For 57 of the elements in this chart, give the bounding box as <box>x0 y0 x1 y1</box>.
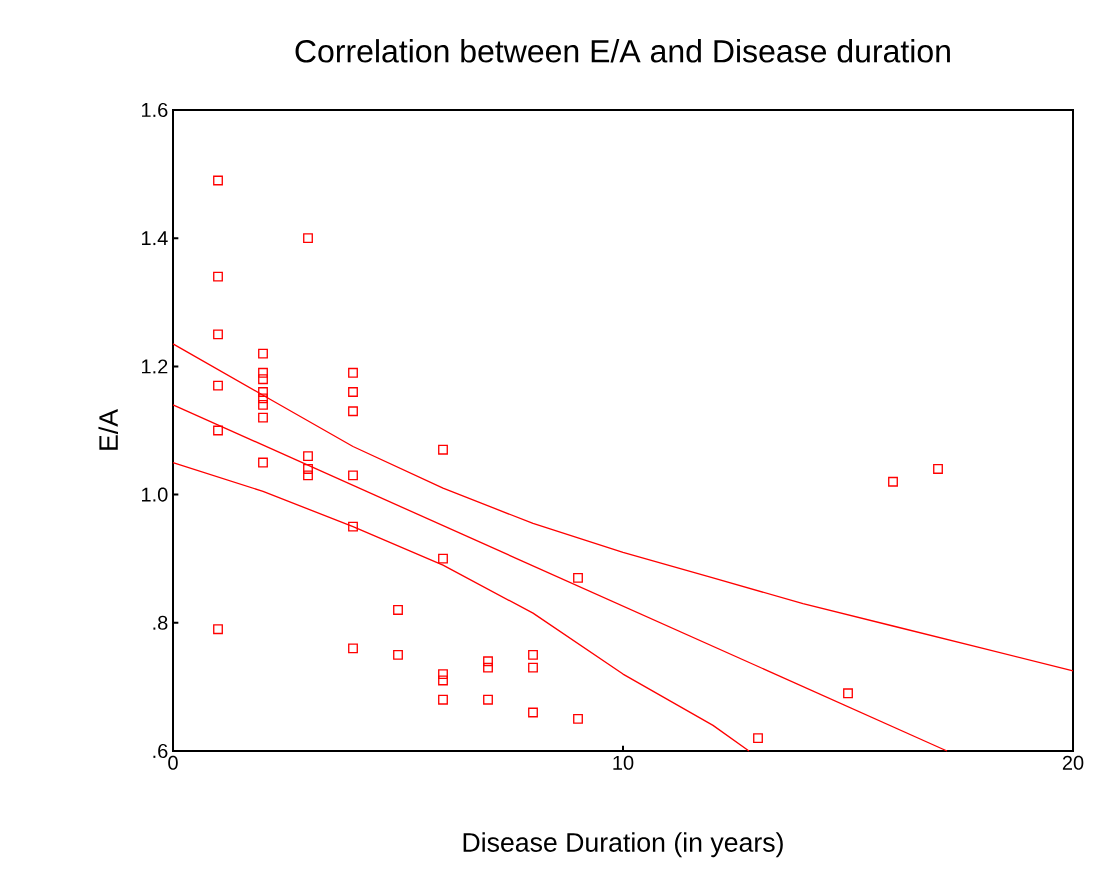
point <box>348 643 358 654</box>
point <box>528 707 538 718</box>
point <box>213 175 223 186</box>
point <box>213 425 223 436</box>
point <box>438 669 448 679</box>
point <box>303 470 313 481</box>
point <box>573 572 583 583</box>
point <box>258 387 268 397</box>
point <box>258 399 268 410</box>
point <box>348 521 358 532</box>
chart-title: Correlation between E/A and Disease duration <box>295 39 950 63</box>
point <box>303 233 313 244</box>
point <box>303 451 313 462</box>
point <box>348 367 358 378</box>
point <box>528 649 538 660</box>
point <box>438 694 448 705</box>
point <box>213 329 223 340</box>
y-tick-label: 1.4 <box>142 231 168 246</box>
point <box>213 380 223 391</box>
x-tick-label: 0 <box>168 755 178 770</box>
x-axis-title: Disease Duration (in years) <box>463 832 783 858</box>
point <box>213 271 223 282</box>
x-tick-label: 20 <box>1062 755 1084 770</box>
point <box>573 714 583 724</box>
point <box>888 476 898 487</box>
point <box>438 444 448 455</box>
point <box>528 662 538 673</box>
y-tick-label: 1.0 <box>142 487 168 502</box>
point <box>438 675 448 686</box>
y-tick-label: .8 <box>153 615 168 630</box>
line-series <box>172 461 750 752</box>
point <box>393 649 403 660</box>
point <box>258 348 268 359</box>
point <box>348 406 358 417</box>
point <box>258 374 268 385</box>
point <box>843 688 853 699</box>
point <box>933 464 943 474</box>
point <box>213 624 223 635</box>
point <box>258 393 268 404</box>
point <box>483 662 493 673</box>
point <box>483 656 493 667</box>
point <box>303 464 313 474</box>
point <box>348 387 358 397</box>
line-series <box>172 343 1074 672</box>
point <box>753 733 763 744</box>
point <box>258 457 268 468</box>
point <box>438 553 448 564</box>
y-tick-label: 1.2 <box>142 359 168 374</box>
point <box>348 470 358 481</box>
point <box>483 694 493 705</box>
y-axis-title: E/A <box>98 409 118 450</box>
point <box>258 367 268 378</box>
point <box>258 412 268 423</box>
x-tick-label: 10 <box>613 755 634 770</box>
y-tick-label: 1.6 <box>142 102 168 118</box>
point <box>393 605 403 615</box>
y-tick-label: .6 <box>153 743 168 759</box>
